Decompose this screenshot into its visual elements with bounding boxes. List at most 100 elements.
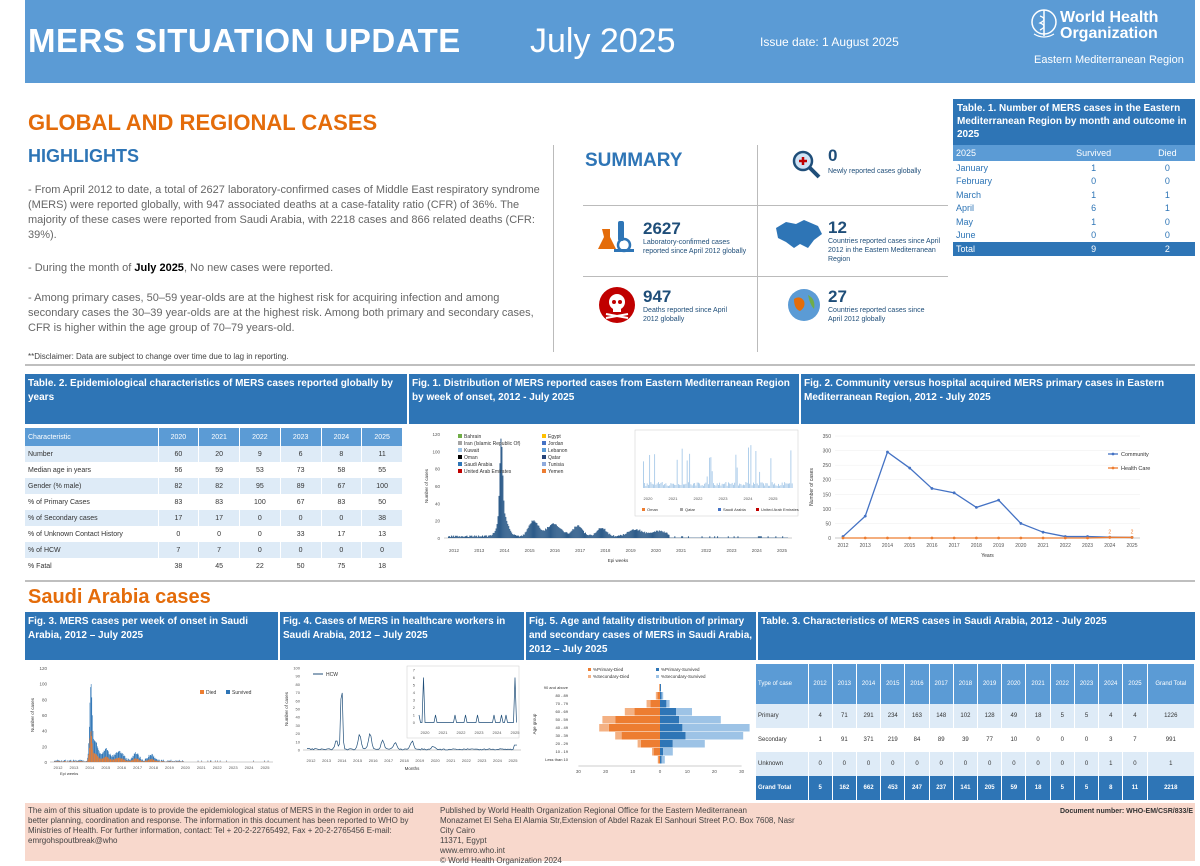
inset-bar bbox=[657, 483, 658, 488]
y-tick-label: 80 bbox=[296, 682, 301, 687]
bar bbox=[124, 759, 125, 762]
lab-flask-icon bbox=[596, 215, 636, 255]
bar bbox=[758, 536, 759, 538]
inset-bar bbox=[752, 485, 753, 488]
bar bbox=[226, 761, 227, 762]
bar bbox=[555, 524, 556, 538]
bar bbox=[169, 761, 170, 762]
table-2-title: Table. 2. Epidemiological characteristic… bbox=[25, 374, 407, 424]
bar bbox=[567, 532, 568, 538]
bar bbox=[146, 761, 147, 762]
bar bbox=[510, 531, 511, 538]
y-tick-label: 350 bbox=[823, 434, 832, 440]
x-tick-label: 2024 bbox=[245, 765, 255, 770]
bar bbox=[737, 536, 738, 538]
legend-label: Qatar bbox=[548, 455, 561, 461]
bar bbox=[650, 533, 651, 538]
bar bbox=[513, 535, 514, 538]
bar bbox=[627, 532, 628, 538]
bar bbox=[448, 536, 449, 538]
bar bbox=[543, 530, 544, 538]
legend-swatch bbox=[718, 508, 721, 511]
bar bbox=[782, 536, 783, 538]
data-point bbox=[997, 537, 1000, 540]
bar bbox=[668, 534, 669, 538]
bar bbox=[655, 532, 656, 538]
bar bbox=[489, 536, 490, 538]
table-row: % of Secondary cases171700038 bbox=[25, 510, 403, 526]
bar bbox=[775, 536, 776, 538]
bar bbox=[103, 758, 104, 762]
bar bbox=[618, 535, 619, 538]
age-group-label: 90 and above bbox=[544, 685, 569, 690]
legend-swatch bbox=[756, 508, 759, 511]
bar bbox=[152, 759, 153, 762]
bar bbox=[176, 761, 177, 762]
bar bbox=[728, 536, 729, 538]
bar bbox=[622, 536, 623, 538]
x-tick-label: 2020 bbox=[651, 548, 662, 553]
legend-swatch bbox=[542, 434, 546, 438]
bar bbox=[556, 525, 557, 538]
inset-bar bbox=[723, 484, 724, 488]
x-tick-label: 2016 bbox=[550, 548, 561, 553]
bar bbox=[142, 761, 143, 762]
bar bbox=[117, 758, 118, 762]
bar bbox=[483, 537, 484, 538]
x-axis-label: Months bbox=[405, 766, 421, 771]
inset-year-label: 2024 bbox=[744, 496, 754, 501]
inset-frame bbox=[635, 430, 798, 516]
bar bbox=[112, 759, 113, 762]
table-row: % of HCW770000 bbox=[25, 542, 403, 558]
bar bbox=[508, 526, 509, 538]
bar bbox=[660, 732, 686, 740]
bar bbox=[651, 533, 652, 538]
bar bbox=[182, 761, 183, 762]
y-tick-label: 100 bbox=[432, 449, 440, 454]
bar bbox=[601, 528, 602, 538]
bar bbox=[79, 761, 80, 762]
bar bbox=[615, 732, 621, 740]
bar bbox=[579, 527, 580, 538]
bar bbox=[502, 476, 503, 538]
inset-bar bbox=[718, 485, 719, 488]
inset-bar bbox=[749, 484, 750, 488]
bar bbox=[506, 521, 507, 538]
bar bbox=[637, 530, 638, 538]
legend-swatch bbox=[642, 508, 645, 511]
x-tick-label: 2017 bbox=[133, 765, 143, 770]
bar bbox=[518, 536, 519, 538]
divider bbox=[757, 145, 758, 352]
bar bbox=[147, 760, 148, 762]
inset-bar bbox=[788, 484, 789, 488]
inset-bar bbox=[757, 484, 758, 488]
bar bbox=[638, 530, 639, 538]
bar bbox=[560, 528, 561, 538]
bar bbox=[525, 532, 526, 538]
inset-bar bbox=[652, 484, 653, 488]
bar bbox=[79, 761, 80, 762]
x-tick-label: 2025 bbox=[509, 758, 519, 763]
data-point bbox=[864, 515, 867, 518]
inset-bar bbox=[693, 484, 694, 488]
table-row: Median age in years565953735855 bbox=[25, 462, 403, 478]
bar bbox=[460, 537, 461, 538]
inset-bar bbox=[742, 485, 743, 488]
bar bbox=[148, 760, 149, 762]
y-tick-label: 0 bbox=[44, 760, 47, 765]
inset-bar bbox=[778, 484, 779, 488]
bar bbox=[524, 535, 525, 538]
bar bbox=[490, 535, 491, 538]
y-axis-label: Number of cases bbox=[809, 468, 815, 506]
who-emblem-icon bbox=[1030, 6, 1058, 42]
inset-bar bbox=[679, 485, 680, 488]
data-point bbox=[1064, 537, 1067, 540]
bar bbox=[496, 528, 497, 538]
age-group-label: 40 - 49 bbox=[556, 725, 569, 730]
inset-bar bbox=[783, 485, 784, 488]
inset-bar bbox=[643, 461, 644, 488]
table-3-header: 2012 bbox=[808, 664, 832, 704]
y-tick-label: 80 bbox=[435, 467, 441, 472]
inset-bar bbox=[702, 485, 703, 488]
bar bbox=[598, 530, 599, 538]
